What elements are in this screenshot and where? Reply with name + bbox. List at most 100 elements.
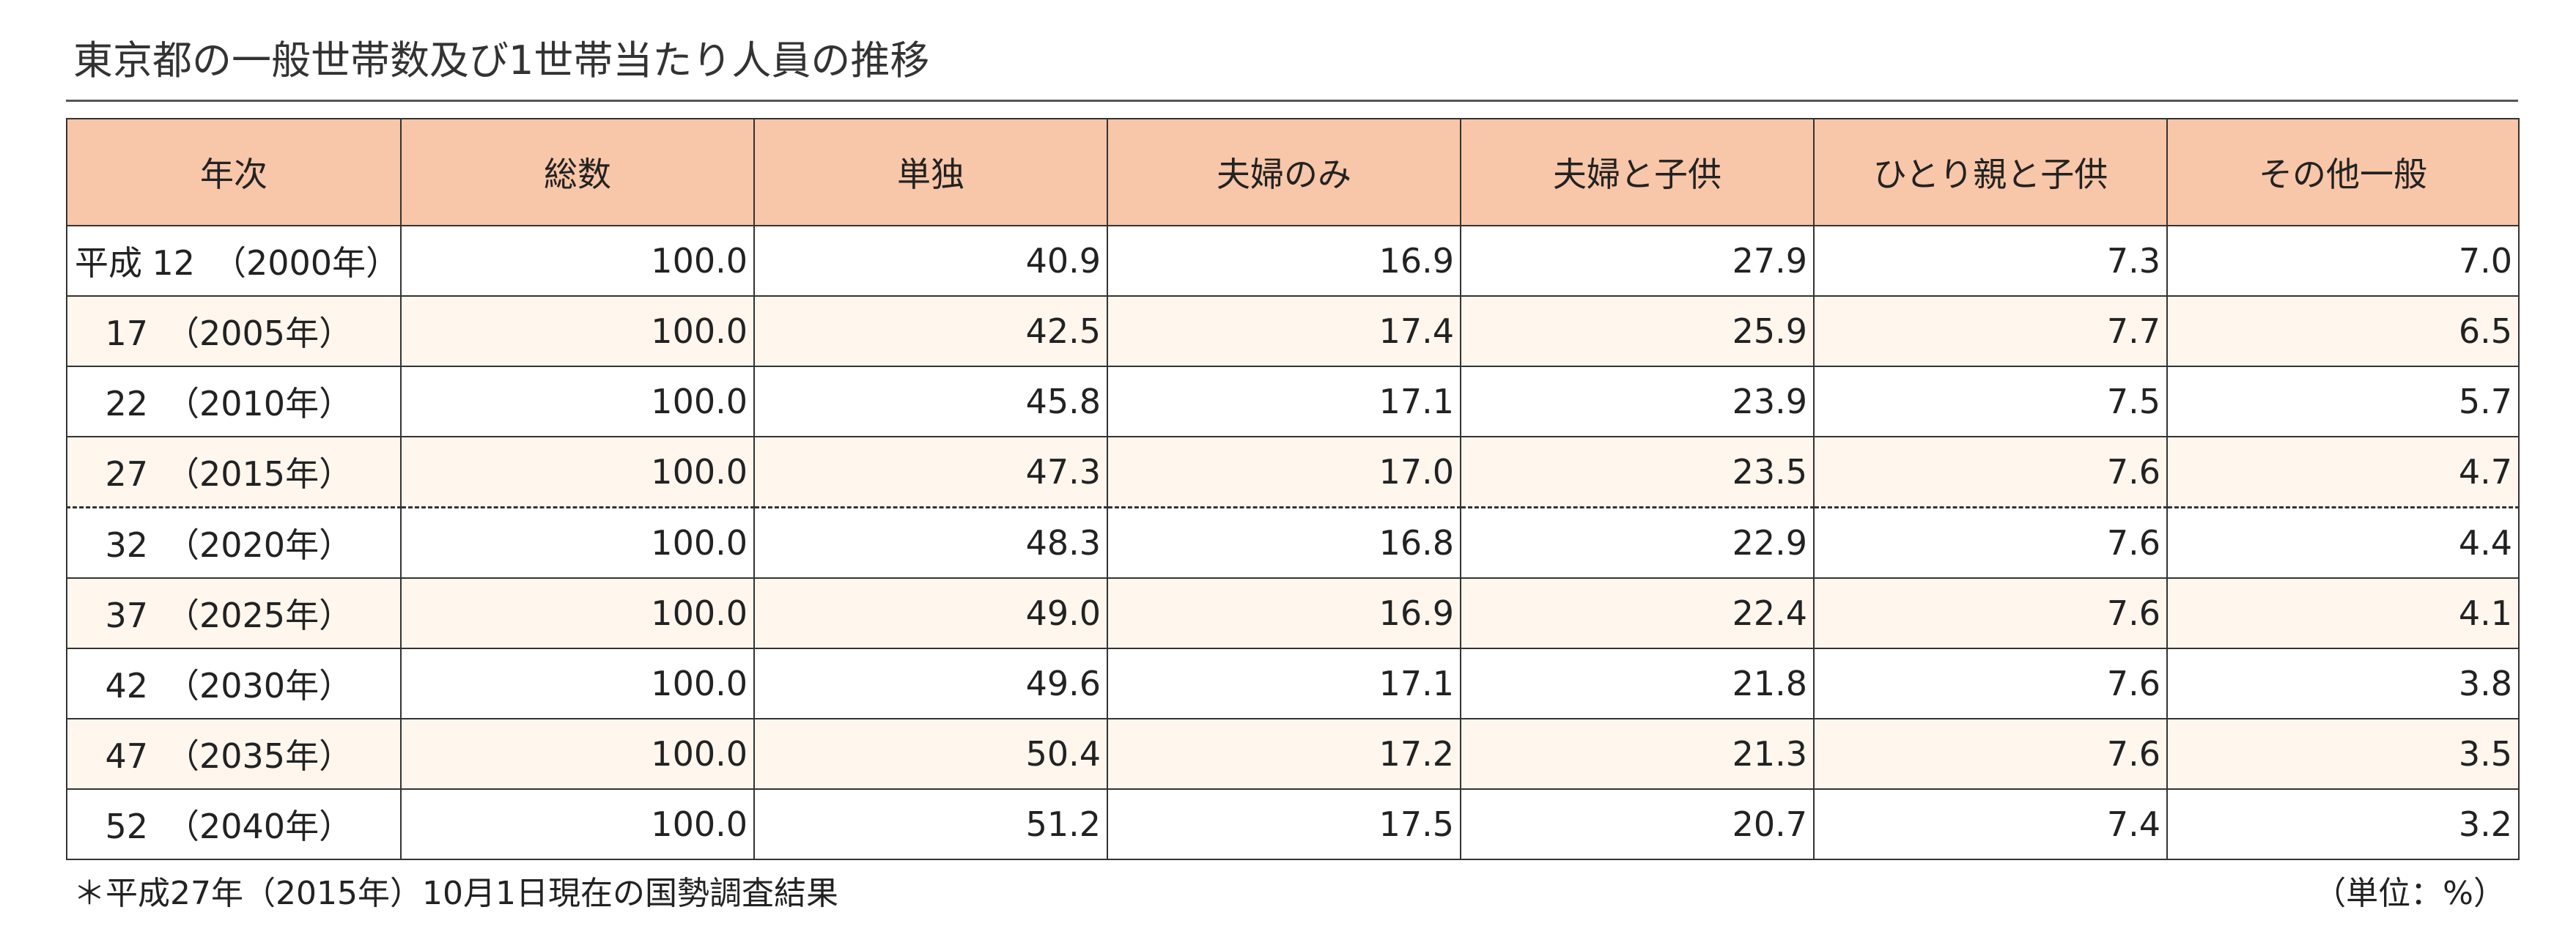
- year-cell: 22 （2010年）: [66, 366, 402, 437]
- single-cell: 49.0: [753, 577, 1108, 649]
- total-cell: 100.0: [400, 577, 755, 649]
- table-row: 平成 12 （2000年） 100.0 40.9 16.9 27.9 7.3 7.0: [66, 225, 2520, 297]
- other-cell: 7.0: [2166, 225, 2520, 297]
- western-year: （2040年）: [166, 807, 353, 846]
- total-cell: 100.0: [400, 366, 755, 437]
- year-cell: 37 （2025年）: [66, 577, 402, 649]
- couple-children-cell: 22.4: [1460, 577, 1815, 649]
- couple-children-cell: 22.9: [1460, 506, 1815, 579]
- other-cell: 4.4: [2166, 506, 2520, 579]
- single-parent-cell: 7.6: [1813, 648, 2168, 719]
- footnote: ＊平成27年（2015年）10月1日現在の国勢調査結果: [73, 875, 838, 912]
- other-cell: 4.7: [2166, 436, 2520, 508]
- era-year: 32: [105, 525, 148, 565]
- total-cell: 100.0: [400, 718, 755, 790]
- couple-only-cell: 17.5: [1107, 788, 1461, 860]
- couple-only-cell: 17.0: [1107, 436, 1461, 508]
- couple-children-cell: 27.9: [1460, 225, 1815, 297]
- couple-only-cell: 17.4: [1107, 295, 1461, 367]
- couple-only-cell: 16.8: [1107, 506, 1461, 579]
- household-table: 年次 総数 単独 夫婦のみ 夫婦と子供 ひとり親と子供 その他一般 平成 12 （2…: [66, 118, 2520, 860]
- other-cell: 3.2: [2166, 788, 2520, 860]
- era-year: 47: [105, 736, 148, 776]
- couple-only-cell: 16.9: [1107, 577, 1461, 649]
- year-cell: 27 （2015年）: [66, 436, 402, 508]
- total-cell: 100.0: [400, 436, 755, 508]
- single-cell: 42.5: [753, 295, 1108, 367]
- western-year: （2005年）: [166, 314, 353, 353]
- era-year: 17: [105, 314, 148, 353]
- single-cell: 45.8: [753, 366, 1108, 437]
- couple-only-cell: 17.2: [1107, 718, 1461, 790]
- era-label: 平成: [75, 243, 142, 283]
- western-year: （2035年）: [166, 736, 353, 776]
- year-cell: 32 （2020年）: [66, 506, 402, 579]
- table-row: 17 （2005年） 100.0 42.5 17.4 25.9 7.7 6.5: [66, 295, 2520, 367]
- other-cell: 4.1: [2166, 577, 2520, 649]
- era-year: 22: [105, 384, 148, 423]
- other-cell: 3.5: [2166, 718, 2520, 790]
- single-parent-cell: 7.5: [1813, 366, 2168, 437]
- total-cell: 100.0: [400, 648, 755, 719]
- era-year: 42: [105, 666, 148, 706]
- header-cell-single: 単独: [753, 118, 1108, 226]
- table-body: 平成 12 （2000年） 100.0 40.9 16.9 27.9 7.3 7.0 17 （200…: [66, 225, 2520, 860]
- single-cell: 47.3: [753, 436, 1108, 508]
- total-cell: 100.0: [400, 788, 755, 860]
- year-cell: 42 （2030年）: [66, 648, 402, 719]
- single-parent-cell: 7.4: [1813, 788, 2168, 860]
- header-cell-year: 年次: [66, 118, 402, 226]
- total-cell: 100.0: [400, 506, 755, 579]
- era-year: 12: [152, 243, 195, 283]
- couple-children-cell: 23.9: [1460, 366, 1815, 437]
- table-header-row: 年次 総数 単独 夫婦のみ 夫婦と子供 ひとり親と子供 その他一般: [66, 118, 2520, 226]
- single-cell: 48.3: [753, 506, 1108, 579]
- western-year: （2025年）: [166, 596, 353, 635]
- single-parent-cell: 7.3: [1813, 225, 2168, 297]
- single-parent-cell: 7.7: [1813, 295, 2168, 367]
- western-year: （2015年）: [166, 454, 353, 494]
- header-cell-total: 総数: [400, 118, 755, 226]
- couple-only-cell: 17.1: [1107, 648, 1461, 719]
- header-cell-couple-only: 夫婦のみ: [1107, 118, 1461, 226]
- western-year: （2000年）: [213, 243, 400, 283]
- header-cell-other: その他一般: [2166, 118, 2520, 226]
- table-row: 47 （2035年） 100.0 50.4 17.2 21.3 7.6 3.5: [66, 718, 2520, 790]
- table-row: 37 （2025年） 100.0 49.0 16.9 22.4 7.6 4.1: [66, 577, 2520, 649]
- couple-children-cell: 25.9: [1460, 295, 1815, 367]
- table-row: 42 （2030年） 100.0 49.6 17.1 21.8 7.6 3.8: [66, 648, 2520, 719]
- western-year: （2010年）: [166, 384, 353, 423]
- other-cell: 3.8: [2166, 648, 2520, 719]
- couple-children-cell: 21.3: [1460, 718, 1815, 790]
- year-cell: 平成 12 （2000年）: [66, 225, 402, 297]
- single-cell: 50.4: [753, 718, 1108, 790]
- other-cell: 5.7: [2166, 366, 2520, 437]
- unit-label: （単位：%）: [2314, 875, 2506, 912]
- single-parent-cell: 7.6: [1813, 718, 2168, 790]
- year-cell: 17 （2005年）: [66, 295, 402, 367]
- header-cell-single-parent: ひとり親と子供: [1813, 118, 2168, 226]
- total-cell: 100.0: [400, 295, 755, 367]
- western-year: （2030年）: [166, 666, 353, 706]
- total-cell: 100.0: [400, 225, 755, 297]
- couple-children-cell: 20.7: [1460, 788, 1815, 860]
- other-cell: 6.5: [2166, 295, 2520, 367]
- header-cell-couple-children: 夫婦と子供: [1460, 118, 1815, 226]
- era-year: 27: [105, 454, 148, 494]
- single-parent-cell: 7.6: [1813, 577, 2168, 649]
- couple-children-cell: 23.5: [1460, 436, 1815, 508]
- table-row: 27 （2015年） 100.0 47.3 17.0 23.5 7.6 4.7: [66, 436, 2520, 508]
- western-year: （2020年）: [166, 525, 353, 565]
- couple-only-cell: 17.1: [1107, 366, 1461, 437]
- single-cell: 51.2: [753, 788, 1108, 860]
- year-cell: 47 （2035年）: [66, 718, 402, 790]
- title-divider: [66, 100, 2518, 102]
- table-row: 52 （2040年） 100.0 51.2 17.5 20.7 7.4 3.2: [66, 788, 2520, 860]
- era-year: 37: [105, 596, 148, 635]
- single-parent-cell: 7.6: [1813, 436, 2168, 508]
- era-year: 52: [105, 807, 148, 846]
- couple-only-cell: 16.9: [1107, 225, 1461, 297]
- page-title: 東京都の一般世帯数及び1世帯当たり人員の推移: [73, 37, 930, 84]
- table-row: 32 （2020年） 100.0 48.3 16.8 22.9 7.6 4.4: [66, 506, 2520, 579]
- single-cell: 49.6: [753, 648, 1108, 719]
